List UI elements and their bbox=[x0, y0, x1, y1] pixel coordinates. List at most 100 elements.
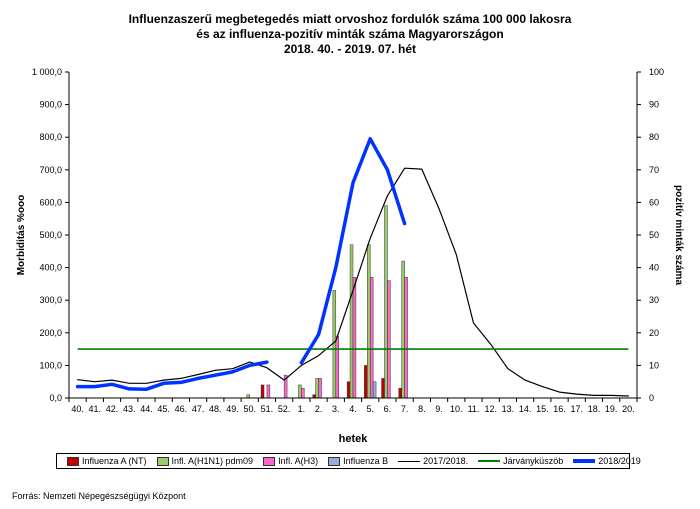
title-line-2: és az influenza-pozitív minták száma Mag… bbox=[196, 27, 504, 41]
legend-label: Infl. A(H3) bbox=[278, 456, 319, 466]
left-tick-label: 1 000,0 bbox=[32, 67, 62, 77]
line-2018-2019 bbox=[75, 137, 407, 391]
y-axis-title-left: Morbiditás %ooo bbox=[16, 195, 27, 276]
right-tick-label: 60 bbox=[649, 197, 659, 207]
right-tick-label: 100 bbox=[649, 67, 664, 77]
right-tick-label: 10 bbox=[649, 360, 659, 370]
bar-infl-a-h1n1-pdm09 bbox=[315, 378, 319, 399]
x-tick-label: 5. bbox=[366, 404, 374, 414]
x-axis-title: hetek bbox=[339, 433, 369, 445]
legend-label: Járványküszöb bbox=[503, 456, 564, 466]
x-tick-label: 43. bbox=[123, 404, 136, 414]
left-tick-label: 800,0 bbox=[39, 132, 62, 142]
x-tick-label: 12. bbox=[484, 404, 497, 414]
right-tick-label: 90 bbox=[649, 100, 659, 110]
legend-color-swatch bbox=[156, 456, 169, 466]
left-tick-label: 200,0 bbox=[39, 328, 62, 338]
x-tick-label: 1. bbox=[298, 404, 306, 414]
bar-influenza-a-nt- bbox=[346, 381, 351, 399]
legend-item: Járványküszöb bbox=[478, 456, 563, 466]
x-tick-label: 47. bbox=[192, 404, 205, 414]
legend-item: Infl. A(H1N1) pdm09 bbox=[156, 456, 253, 466]
x-tick-label: 19. bbox=[605, 404, 618, 414]
right-tick-label: 0 bbox=[649, 393, 654, 403]
x-tick-label: 40. bbox=[71, 404, 84, 414]
right-tick-label: 30 bbox=[649, 295, 659, 305]
bar-influenza-a-nt- bbox=[398, 387, 402, 399]
left-tick-label: 900,0 bbox=[39, 100, 62, 110]
left-tick-label: 700,0 bbox=[39, 165, 62, 175]
x-tick-label: 2. bbox=[315, 404, 323, 414]
bar-infl-a-h3- bbox=[318, 378, 322, 399]
legend-label: 2018/2019 bbox=[598, 456, 641, 466]
bar-infl-a-h3- bbox=[335, 335, 339, 399]
legend: Influenza A (NT) Infl. A(H1N1) pdm09 Infl.… bbox=[56, 453, 641, 469]
right-tick-label: 20 bbox=[649, 328, 659, 338]
bar-influenza-a-nt- bbox=[260, 384, 265, 399]
legend-item: Influenza A (NT) bbox=[67, 456, 147, 466]
x-tick-label: 49. bbox=[226, 404, 239, 414]
x-tick-label: 45. bbox=[157, 404, 170, 414]
x-tick-label: 52. bbox=[278, 404, 291, 414]
x-tick-label: 44. bbox=[140, 404, 153, 414]
x-tick-label: 51. bbox=[261, 404, 274, 414]
bar-infl-a-h1n1-pdm09 bbox=[401, 260, 405, 399]
chart-title: Influenzaszerű megbetegedés miatt orvosh… bbox=[0, 12, 700, 57]
x-tick-label: 46. bbox=[175, 404, 188, 414]
x-tick-label: 15. bbox=[536, 404, 549, 414]
bar-infl-a-h3- bbox=[387, 280, 391, 399]
bar-infl-a-h1n1-pdm09 bbox=[384, 205, 388, 399]
x-tick-label: 41. bbox=[89, 404, 102, 414]
bar-influenza-a-nt- bbox=[381, 378, 385, 399]
bar-infl-a-h3- bbox=[301, 387, 305, 399]
x-tick-label: 18. bbox=[588, 404, 601, 414]
x-tick-label: 8. bbox=[418, 404, 426, 414]
x-tick-label: 48. bbox=[209, 404, 222, 414]
legend-color-swatch bbox=[67, 456, 79, 466]
left-tick-label: 0,0 bbox=[49, 393, 62, 403]
legend-label: Influenza A (NT) bbox=[82, 456, 147, 466]
right-tick-label: 80 bbox=[649, 132, 659, 142]
bar-infl-a-h1n1-pdm09 bbox=[298, 384, 302, 399]
bar-infl-a-h1n1-pdm09 bbox=[367, 244, 371, 399]
legend-item: Influenza B bbox=[328, 456, 388, 466]
source-note: Forrás: Nemzeti Népegészségügyi Központ bbox=[12, 491, 186, 501]
legend-item: 2017/2018. bbox=[398, 456, 468, 466]
x-tick-label: 7. bbox=[401, 404, 409, 414]
x-tick-label: 20. bbox=[622, 404, 635, 414]
bar-infl-a-h3- bbox=[352, 277, 357, 399]
bar-infl-a-h3- bbox=[266, 384, 271, 399]
line-2017-2018 bbox=[77, 167, 629, 397]
x-tick-label: 3. bbox=[332, 404, 340, 414]
legend-label: Influenza B bbox=[343, 456, 389, 466]
legend-color-swatch bbox=[328, 456, 341, 466]
x-tick-label: 4. bbox=[349, 404, 357, 414]
left-tick-label: 300,0 bbox=[39, 295, 62, 305]
x-tick-label: 50. bbox=[243, 404, 256, 414]
x-tick-label: 9. bbox=[435, 404, 443, 414]
bar-influenza-a-nt- bbox=[364, 365, 368, 399]
x-tick-label: 42. bbox=[106, 404, 119, 414]
left-tick-label: 100,0 bbox=[39, 360, 62, 370]
bar-infl-a-h3- bbox=[404, 277, 408, 399]
legend-line-swatch bbox=[478, 460, 501, 462]
x-tick-label: 16. bbox=[553, 404, 566, 414]
x-tick-label: 13. bbox=[502, 404, 515, 414]
right-tick-label: 40 bbox=[649, 263, 659, 273]
bar-influenza-b bbox=[372, 381, 377, 399]
left-tick-label: 400,0 bbox=[39, 263, 62, 273]
bar-infl-a-h1n1-pdm09 bbox=[349, 244, 354, 399]
legend-line-swatch bbox=[398, 460, 421, 462]
right-tick-label: 50 bbox=[649, 230, 659, 240]
title-line-1: Influenzaszerű megbetegedés miatt orvosh… bbox=[128, 12, 572, 26]
legend-line-swatch bbox=[573, 459, 596, 463]
legend-label: 2017/2018. bbox=[423, 456, 469, 466]
legend-color-swatch bbox=[263, 456, 276, 466]
x-tick-label: 14. bbox=[519, 404, 532, 414]
x-tick-label: 17. bbox=[570, 404, 583, 414]
right-tick-label: 70 bbox=[649, 165, 659, 175]
x-tick-label: 11. bbox=[468, 404, 480, 414]
x-tick-label: 10. bbox=[450, 404, 463, 414]
bar-infl-a-h3- bbox=[369, 277, 374, 399]
